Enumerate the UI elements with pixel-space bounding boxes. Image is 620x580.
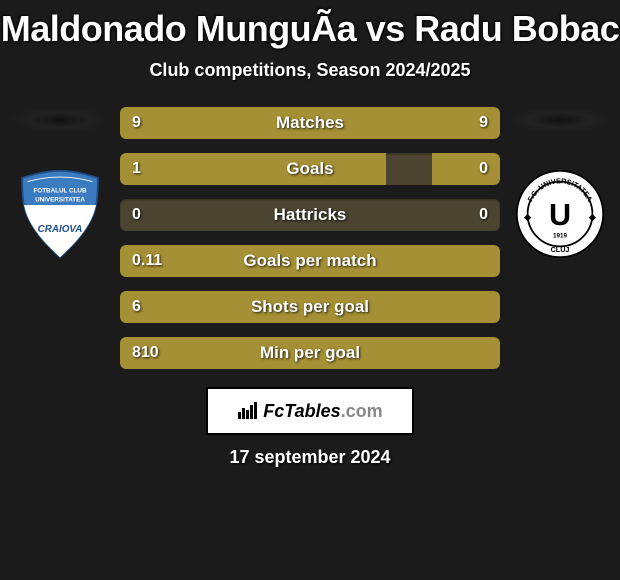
stat-label: Goals per match bbox=[120, 245, 500, 277]
player-shadow-left bbox=[10, 107, 110, 133]
footer-date: 17 september 2024 bbox=[229, 447, 390, 467]
title-row: Maldonado MunguÃ­a vs Radu Bobac bbox=[0, 0, 620, 54]
footer-date-row: 17 september 2024 bbox=[0, 447, 620, 468]
page-subtitle: Club competitions, Season 2024/2025 bbox=[149, 60, 470, 80]
svg-text:FOTBALUL CLUB: FOTBALUL CLUB bbox=[33, 187, 87, 194]
player-shadow-right bbox=[510, 107, 610, 133]
bar-chart-icon bbox=[237, 402, 259, 420]
stat-value-right: 9 bbox=[479, 107, 488, 139]
subtitle-row: Club competitions, Season 2024/2025 bbox=[0, 60, 620, 81]
stat-label: Hattricks bbox=[120, 199, 500, 231]
source-brand: FcTables bbox=[263, 401, 340, 421]
svg-text:1919: 1919 bbox=[553, 232, 568, 239]
stat-value-right: 0 bbox=[479, 199, 488, 231]
stats-column: 9Matches91Goals00Hattricks00.11Goals per… bbox=[120, 107, 500, 369]
source-text: FcTables.com bbox=[263, 401, 382, 422]
svg-text:U: U bbox=[549, 198, 571, 232]
team-badge-right: F.C. UNIVERSITATEA CLUJ U 1919 bbox=[515, 169, 605, 259]
stat-row: 0Hattricks0 bbox=[120, 199, 500, 231]
svg-text:CLUJ: CLUJ bbox=[551, 245, 570, 254]
team-badge-left: FOTBALUL CLUB UNIVERSITATEA CRAIOVA bbox=[15, 169, 105, 259]
stat-label: Matches bbox=[120, 107, 500, 139]
comparison-infographic: Maldonado MunguÃ­a vs Radu Bobac Club co… bbox=[0, 0, 620, 468]
stat-row: 0.11Goals per match bbox=[120, 245, 500, 277]
svg-text:CRAIOVA: CRAIOVA bbox=[38, 224, 83, 235]
page-title: Maldonado MunguÃ­a vs Radu Bobac bbox=[1, 8, 620, 49]
left-side: FOTBALUL CLUB UNIVERSITATEA CRAIOVA bbox=[10, 107, 110, 259]
stat-label: Goals bbox=[120, 153, 500, 185]
right-side: F.C. UNIVERSITATEA CLUJ U 1919 bbox=[510, 107, 610, 259]
stat-row: 810Min per goal bbox=[120, 337, 500, 369]
source-badge: FcTables.com bbox=[206, 387, 414, 435]
stat-value-right: 0 bbox=[479, 153, 488, 185]
source-suffix: .com bbox=[341, 401, 383, 421]
main-panel: FOTBALUL CLUB UNIVERSITATEA CRAIOVA 9Mat… bbox=[0, 107, 620, 369]
stat-label: Shots per goal bbox=[120, 291, 500, 323]
stat-row: 6Shots per goal bbox=[120, 291, 500, 323]
stat-row: 1Goals0 bbox=[120, 153, 500, 185]
stat-label: Min per goal bbox=[120, 337, 500, 369]
stat-row: 9Matches9 bbox=[120, 107, 500, 139]
svg-text:UNIVERSITATEA: UNIVERSITATEA bbox=[35, 196, 85, 203]
